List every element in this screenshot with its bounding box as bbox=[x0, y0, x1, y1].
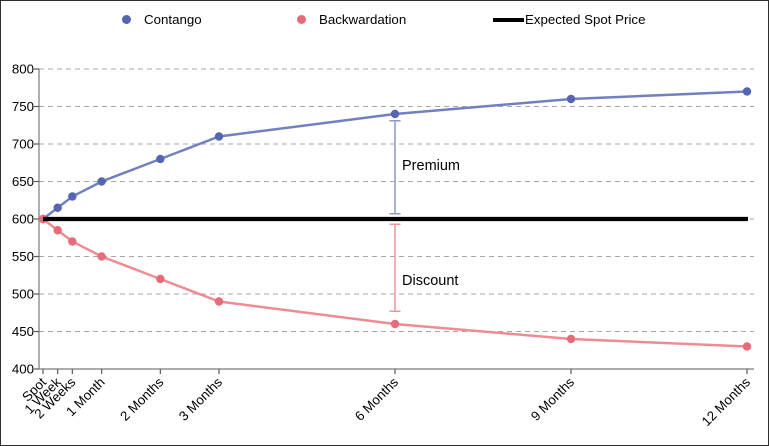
x-tick-label-2-months: 2 Months bbox=[117, 374, 167, 424]
backwardation-point-3 bbox=[97, 252, 106, 261]
legend-item-expected-spot-price: Expected Spot Price bbox=[493, 11, 645, 28]
y-tick-label-450: 450 bbox=[12, 324, 34, 339]
contango-point-2 bbox=[68, 192, 77, 201]
backwardation-point-4 bbox=[156, 274, 165, 284]
y-tick-label-750: 750 bbox=[12, 99, 34, 114]
backwardation-point-8 bbox=[742, 342, 752, 351]
contango-point-5 bbox=[214, 132, 224, 141]
x-tick-label-12-months: 12 Months bbox=[699, 374, 754, 429]
y-tick-label-650: 650 bbox=[12, 174, 34, 189]
backwardation-dot-icon bbox=[297, 15, 306, 24]
backwardation-point-7 bbox=[566, 334, 576, 344]
legend-item-contango: Contango bbox=[122, 11, 202, 28]
legend-label-expected-spot-price: Expected Spot Price bbox=[525, 12, 646, 27]
premium-label: Premium bbox=[402, 158, 460, 174]
discount-label: Discount bbox=[402, 273, 458, 289]
y-tick-label-600: 600 bbox=[12, 212, 34, 227]
legend: Contango Backwardation Expected Spot Pri… bbox=[1, 1, 768, 37]
x-tick-label-3-months: 3 Months bbox=[176, 374, 226, 424]
expected-spot-price-line-icon bbox=[493, 17, 524, 22]
contango-dot-icon bbox=[122, 15, 131, 24]
backwardation-point-2 bbox=[68, 237, 77, 246]
y-tick-label-700: 700 bbox=[12, 137, 34, 152]
backwardation-point-5 bbox=[214, 297, 224, 306]
contango-point-4 bbox=[156, 154, 165, 164]
y-tick-label-800: 800 bbox=[12, 62, 34, 77]
contango-point-3 bbox=[97, 177, 106, 186]
legend-label-contango: Contango bbox=[144, 12, 202, 27]
y-tick-label-400: 400 bbox=[12, 362, 34, 377]
contango-point-8 bbox=[742, 87, 752, 96]
y-tick-label-500: 500 bbox=[12, 287, 34, 302]
legend-label-backwardation: Backwardation bbox=[319, 12, 407, 27]
x-tick-label-9-months: 9 Months bbox=[528, 374, 578, 424]
contango-point-7 bbox=[566, 94, 576, 104]
x-tick-label-6-months: 6 Months bbox=[352, 374, 402, 424]
backwardation-point-6 bbox=[390, 319, 400, 329]
y-tick-label-550: 550 bbox=[12, 249, 34, 264]
contango-point-1 bbox=[53, 203, 62, 212]
contango-point-6 bbox=[390, 109, 400, 119]
backwardation-point-1 bbox=[53, 226, 62, 235]
legend-item-backwardation: Backwardation bbox=[297, 11, 406, 28]
